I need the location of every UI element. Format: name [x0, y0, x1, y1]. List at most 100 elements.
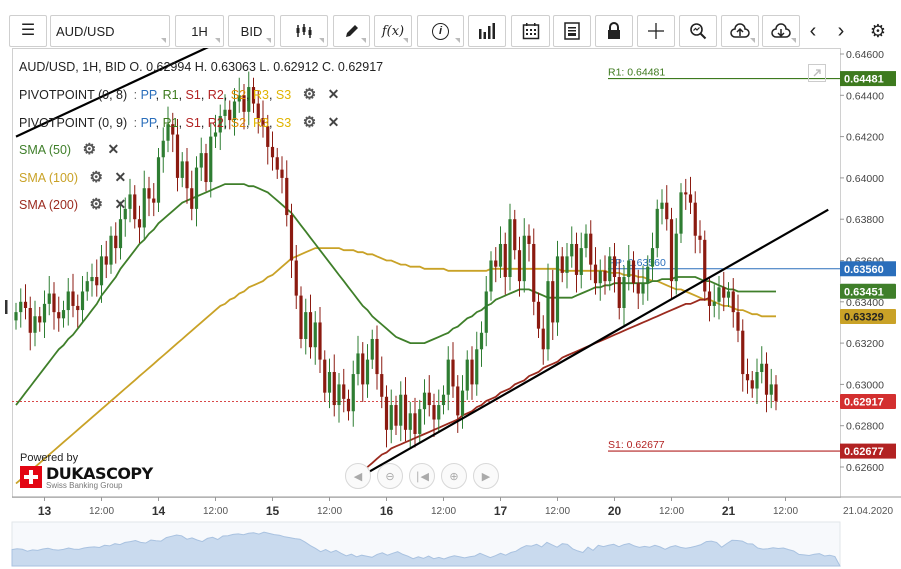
candle-body [399, 394, 403, 426]
zoom-icon [690, 23, 707, 40]
volume-button[interactable] [468, 15, 506, 47]
close-icon[interactable]: ✕ [327, 86, 340, 102]
lock-button[interactable] [595, 15, 633, 47]
draw-button[interactable] [333, 15, 370, 47]
crosshair-button[interactable] [637, 15, 675, 47]
close-icon[interactable]: ✕ [107, 141, 120, 157]
candle-body [90, 277, 94, 282]
menu-button[interactable]: ☰ [9, 15, 47, 47]
candle-body [631, 260, 636, 284]
x-tick-label: 21 [722, 504, 736, 518]
candle-body [57, 312, 61, 319]
scroll-left-button[interactable]: ‹ [803, 15, 823, 47]
zoom-in-button[interactable]: ⊕ [441, 463, 467, 489]
legend-pivot1[interactable]: PIVOTPOINT (0, 8) : PP, R1, S1, R2, S2, … [19, 85, 339, 103]
y-tick-label: 0.62600 [846, 462, 884, 474]
chevron-down-icon [215, 38, 220, 43]
gear-icon[interactable]: ⚙ [89, 169, 103, 186]
info-button[interactable]: i [417, 15, 464, 47]
report-button[interactable] [553, 15, 591, 47]
gear-icon[interactable]: ⚙ [302, 114, 317, 131]
zoom-out-button[interactable]: ⊖ [377, 463, 403, 489]
candle-body [517, 250, 522, 282]
trendline-2 [347, 208, 829, 485]
y-tick-label: 0.63800 [846, 214, 884, 226]
candle-body [323, 359, 327, 393]
y-tick-label: 0.64600 [846, 49, 884, 61]
scroll-right-button[interactable]: › [831, 15, 851, 47]
legend-sma100[interactable]: SMA (100) ⚙ ✕ [19, 168, 126, 186]
download-button[interactable] [762, 15, 800, 47]
y-tick-label: 0.64000 [846, 173, 884, 185]
candle-body [565, 256, 569, 273]
price-chart[interactable]: 0.646000.644000.642000.640000.638000.636… [0, 48, 901, 569]
close-icon[interactable]: ✕ [114, 196, 127, 212]
instrument-value: AUD/USD [56, 23, 115, 39]
candle-body [432, 405, 436, 420]
candle-body [171, 124, 175, 135]
candle-body [42, 303, 47, 323]
reset-button[interactable]: ∣◀ [409, 463, 435, 489]
chevron-down-icon [161, 38, 166, 43]
x-tick-label: 20 [608, 504, 622, 518]
candle-body [403, 394, 408, 430]
chart-type-button[interactable] [280, 15, 328, 47]
candle-body [546, 281, 550, 350]
candle-body [418, 409, 422, 434]
level-pp: PP [140, 116, 156, 130]
period-select[interactable]: 1H [175, 15, 224, 47]
gear-icon[interactable]: ⚙ [82, 141, 97, 158]
instrument-select[interactable]: AUD/USD [50, 15, 170, 47]
legend-sma200[interactable]: SMA (200) ⚙ ✕ [19, 195, 126, 213]
pivot2-levels: : PP, R1, S1, R2, S2, R3, S3 [133, 116, 292, 130]
zoom-button[interactable] [679, 15, 717, 47]
candle-body [204, 153, 208, 183]
candle-body [133, 194, 137, 220]
price-tag-label: 0.63560 [844, 264, 884, 276]
candle-body [456, 386, 460, 416]
candle-body [270, 146, 275, 158]
candle-body [199, 153, 203, 168]
candle-body [460, 390, 465, 416]
crosshair-icon [648, 23, 664, 39]
candle-body [85, 281, 89, 292]
candle-body [731, 291, 735, 313]
indicators-button[interactable]: f(x) [374, 15, 412, 47]
candle-body [750, 380, 754, 389]
lock-icon [608, 22, 620, 39]
candle-body [275, 157, 279, 170]
nav-back-button[interactable]: ◀ [345, 463, 371, 489]
pivot-label-pp: PP: 0.63560 [608, 257, 666, 269]
pivot2-label: PIVOTPOINT (0, 9) [19, 116, 128, 130]
candle-body [508, 219, 512, 278]
date-stamp: 21.04.2020 [843, 506, 893, 517]
candle-body [142, 188, 146, 228]
gear-icon[interactable]: ⚙ [89, 196, 103, 213]
expand-button[interactable] [808, 64, 826, 82]
candle-body [28, 307, 32, 333]
candle-body [551, 281, 555, 323]
settings-button[interactable]: ⚙ [866, 15, 890, 47]
candle-body [593, 264, 598, 284]
upload-button[interactable] [721, 15, 759, 47]
close-icon[interactable]: ✕ [327, 114, 340, 130]
level-r2: R2 [207, 116, 224, 130]
nav-forward-button[interactable]: ▶ [473, 463, 499, 489]
candle-body [774, 384, 778, 401]
legend-sma50[interactable]: SMA (50) ⚙ ✕ [19, 140, 119, 158]
candle-body [209, 136, 213, 183]
info-icon: i [432, 22, 449, 40]
legend-pivot2[interactable]: PIVOTPOINT (0, 9) : PP, R1, S1, R2, S2, … [19, 113, 339, 131]
close-icon[interactable]: ✕ [114, 169, 127, 185]
candle-body [570, 243, 574, 257]
candle-body [114, 235, 118, 249]
calendar-button[interactable] [511, 15, 550, 47]
side-select[interactable]: BID [228, 15, 275, 47]
candle-body [80, 291, 85, 311]
gear-icon[interactable]: ⚙ [302, 86, 317, 103]
candle-body [764, 363, 769, 395]
candle-body [289, 215, 294, 261]
candle-body [237, 95, 241, 102]
candle-body [669, 219, 674, 282]
y-tick-label: 0.63000 [846, 379, 884, 391]
